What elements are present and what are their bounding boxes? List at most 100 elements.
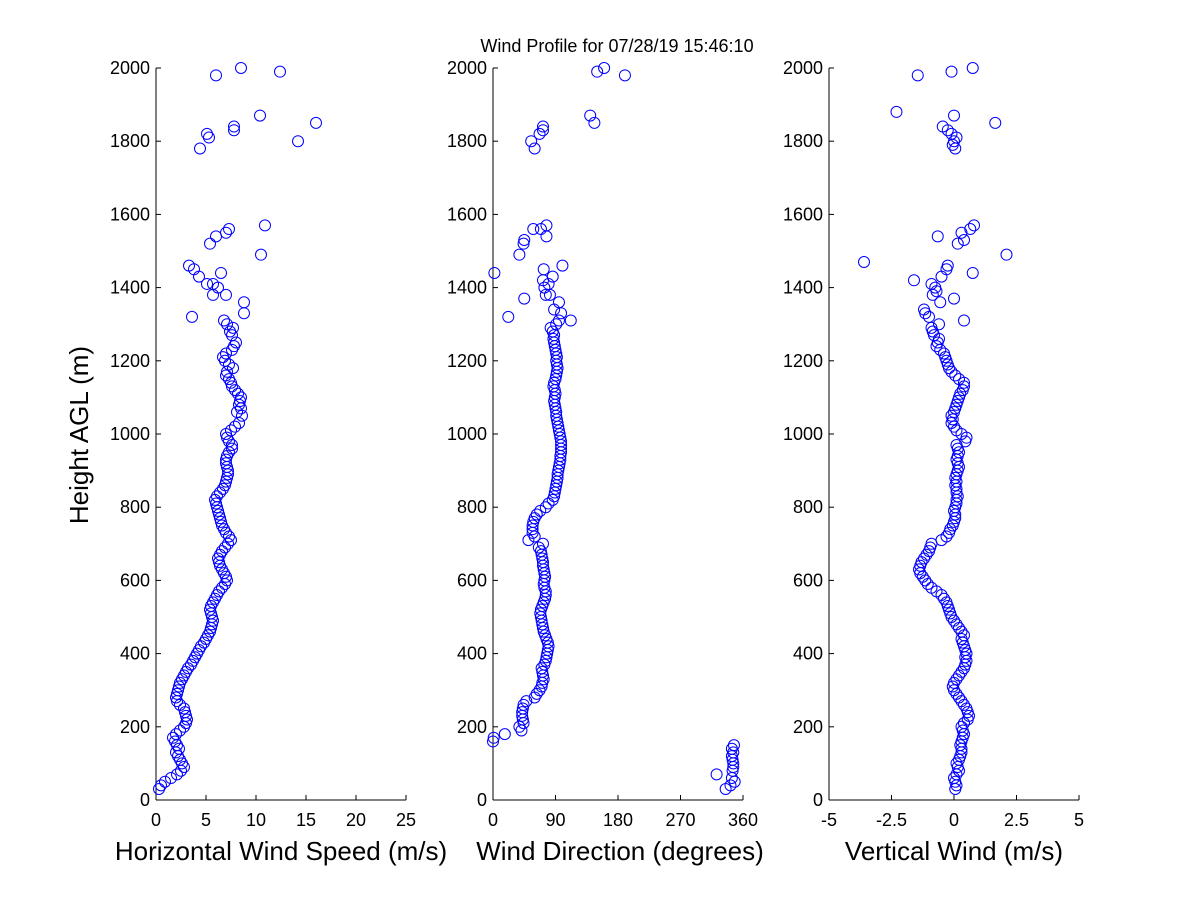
data-point [556,259,569,272]
y-tick-label: 1200 [447,351,487,371]
data-point [918,303,930,316]
data-point [502,310,515,323]
data-point [929,281,942,294]
data-point [227,321,239,334]
data-points [858,62,1013,796]
data-points [487,62,741,796]
x-tick-label: 180 [603,810,633,830]
data-point [530,508,543,521]
x-tick-label: 0 [151,810,161,830]
data-point [958,234,970,247]
data-point [194,142,206,155]
data-point [219,541,231,554]
data-point [223,373,235,386]
data-point [598,62,611,74]
data-point [547,332,560,345]
data-point [532,541,545,554]
data-point [536,552,549,565]
data-point [210,69,222,82]
data-point [516,706,529,719]
data-point [518,234,531,247]
data-point [220,226,232,239]
y-tick-label: 1200 [110,351,150,371]
data-point [858,255,870,268]
y-tick-label: 600 [457,570,487,590]
data-point [938,592,950,605]
x-tick-label: 20 [346,810,366,830]
data-point [966,266,979,279]
data-point [174,724,186,737]
y-tick-label: 600 [793,570,823,590]
data-point [223,223,235,236]
data-point [724,779,737,792]
x-axis-title-vertical: Vertical Wind (m/s) [845,836,1063,866]
y-tick-label: 1600 [783,204,823,224]
data-point [618,69,631,82]
data-point [948,420,960,433]
y-axis-title: Height AGL (m) [64,346,94,524]
data-point [911,69,924,82]
data-point [259,219,271,232]
data-point [155,779,167,792]
data-point [908,274,920,287]
y-tick-label: 1600 [447,204,487,224]
data-point [925,321,938,334]
data-point [292,135,304,148]
data-point [487,731,500,744]
data-point [1000,248,1013,261]
data-point [513,248,526,261]
y-tick-label: 400 [457,644,487,664]
y-tick-label: 1000 [783,424,823,444]
data-point [536,665,549,678]
data-point [949,142,962,155]
data-point [174,698,186,711]
x-tick-label: 90 [545,810,565,830]
y-tick-label: 2000 [110,58,150,78]
data-point [526,519,539,532]
x-tick-label: -2.5 [876,810,907,830]
data-point [229,384,241,397]
data-point [945,65,958,78]
y-tick-label: 1400 [447,278,487,298]
data-point [949,369,962,382]
data-point [948,614,960,627]
data-point [498,728,511,741]
data-point [955,632,968,645]
data-point [948,109,960,122]
y-tick-label: 1800 [447,131,487,151]
data-point [546,270,559,283]
data-point [517,698,530,711]
data-point [537,537,549,550]
data-point [542,640,555,653]
y-tick-label: 200 [457,717,487,737]
y-tick-label: 1200 [783,351,823,371]
data-point [216,545,228,558]
data-point [221,318,233,331]
data-point [207,277,219,290]
data-point [925,277,938,290]
data-point [226,442,238,455]
data-point [710,768,723,781]
y-ticks: 0 200 400 600 800 1000 1200 1400 1600 1800 2000 [783,58,834,810]
data-point [931,230,944,243]
data-point [224,325,236,338]
data-point [518,292,531,305]
y-tick-label: 800 [793,497,823,517]
data-points [153,62,322,796]
data-point [944,523,957,536]
data-point [948,292,960,305]
data-point [525,135,538,148]
data-point [964,223,977,236]
data-point [159,775,171,788]
x-tick-label: 360 [728,810,758,830]
y-tick-label: 1600 [110,204,150,224]
data-point [220,457,232,470]
y-tick-label: 1000 [110,424,150,444]
data-point [966,62,979,74]
data-point [989,116,1002,129]
data-point [228,124,240,137]
y-tick-label: 800 [120,497,150,517]
data-point [727,739,740,752]
